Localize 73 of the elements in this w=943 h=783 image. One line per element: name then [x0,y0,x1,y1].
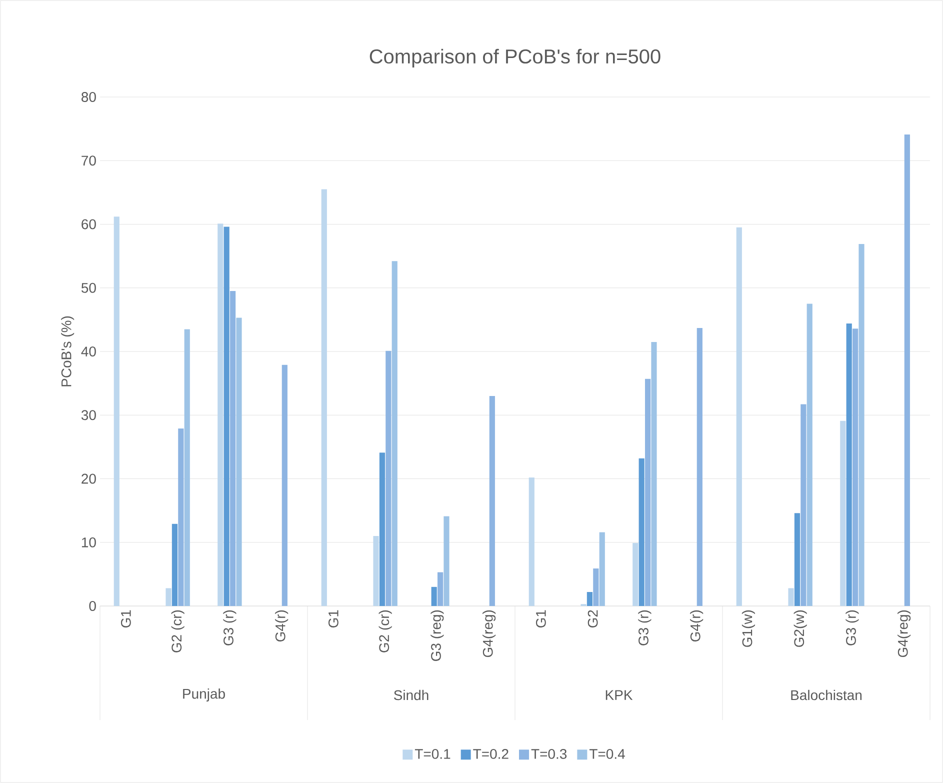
x-tick-label: G2 [588,610,598,628]
bar [736,227,742,606]
x-tick-label: G3 (r) [638,610,652,646]
bar [904,134,910,606]
y-tick-label: 20 [82,474,96,484]
y-axis-title: PCoB's (%) [61,316,74,386]
bar [489,396,495,606]
bar [846,324,852,606]
x-tick-label: G2 (cr) [378,610,392,652]
y-tick-label: 60 [82,219,96,230]
bar [184,329,190,606]
bar [437,572,444,606]
bar [172,524,178,606]
x-tick-label: G3 (r) [223,610,236,646]
x-tick-label: G1(w) [742,610,755,647]
bar [178,428,184,606]
bar [373,536,379,606]
bar [386,350,392,606]
bar [166,588,172,606]
bar [632,543,638,606]
bar [858,244,864,606]
x-tick-label: G1 [328,610,338,628]
x-tick-label: G4(r) [275,610,288,642]
bar [218,224,224,606]
x-tick-label: G4(reg) [898,610,911,658]
bar [696,328,702,606]
bar [379,452,386,606]
x-tick-label: G3 (reg) [430,610,444,661]
bar [651,342,657,606]
bar [806,304,812,606]
bar [528,477,534,606]
y-tick-label: 10 [82,537,96,548]
bar [230,291,236,606]
bar [593,568,599,606]
x-tick-label: G2(w) [794,610,807,647]
y-tick-label: 0 [89,601,96,611]
legend-label: T=0.3 [531,748,567,759]
y-tick-label: 50 [81,282,96,293]
text: Balochistan [791,690,862,700]
x-tick-label: G2 (cr) [171,610,184,652]
x-tick-label: G1 [120,610,131,628]
text: Punjab [183,688,225,702]
text: Sindh [394,690,428,700]
bar [444,516,450,606]
bar [638,458,644,606]
bar [236,318,242,606]
bar [840,420,846,606]
bar [586,592,593,606]
y-tick-label: 30 [81,410,96,420]
x-tick-label: G4(r) [690,610,704,642]
bar [852,328,858,606]
y-tick-label: 40 [81,346,96,356]
chart-title: Comparison of PCoB's for n=500 [370,48,660,68]
bar [794,513,800,606]
bar [224,226,230,606]
bar [788,588,794,606]
x-tick-label: G1 [536,610,546,628]
bar [282,364,288,606]
bar [599,532,605,606]
bar [800,404,806,606]
bar [392,261,398,606]
bar [644,378,651,606]
bar [114,216,120,606]
y-tick-label: 80 [82,92,96,102]
x-tick-label: G3 (r) [846,610,859,646]
legend-label: T=0.4 [589,748,625,759]
y-tick-label: 70 [82,156,96,166]
legend-label: T=0.1 [414,748,450,759]
legend-label: T=0.2 [473,748,508,759]
bar [321,189,327,606]
text: KPK [606,690,633,700]
x-tick-label: G4(reg) [482,610,496,658]
bar [431,586,437,606]
